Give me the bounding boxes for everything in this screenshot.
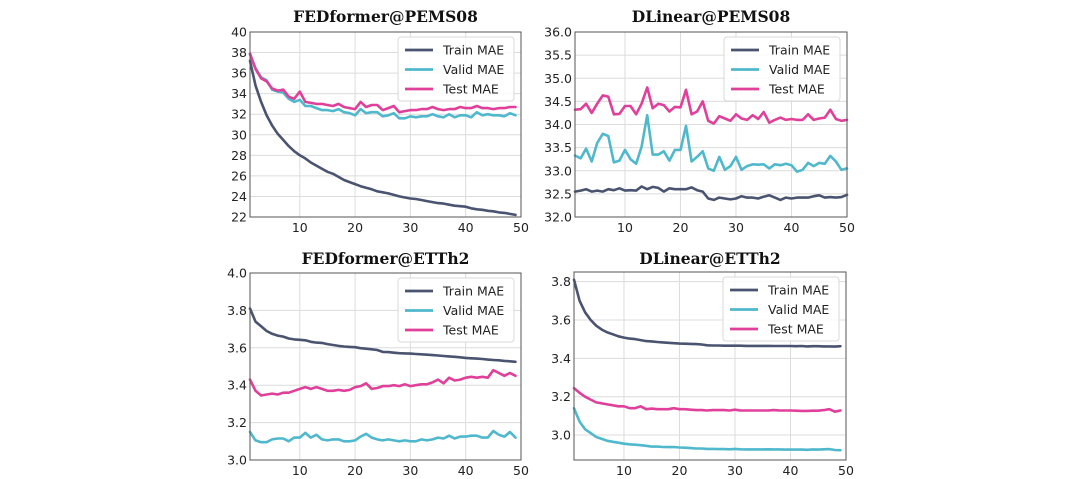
- axes-frame: [574, 31, 848, 218]
- x-tick-label: 50: [838, 463, 854, 478]
- x-tick-label: 10: [292, 220, 308, 235]
- chart-title: FEDformer@ETTh2: [302, 249, 470, 268]
- series-line-train-mae: [248, 59, 517, 217]
- axes-frame: [249, 31, 522, 218]
- legend-label: Test MAE: [442, 323, 499, 338]
- y-tick-label: 34.0: [544, 117, 572, 132]
- y-tick-label: 3.4: [227, 378, 247, 393]
- legend: Train MAE Valid MAE Test MAE: [722, 276, 840, 342]
- legend-label: Test MAE: [767, 322, 824, 337]
- series-line-valid-mae: [572, 406, 842, 452]
- y-tick-label: 4.0: [227, 266, 247, 281]
- y-tick-label: 32.0: [544, 210, 572, 225]
- y-tick-label: 3.8: [227, 303, 247, 318]
- chart-title: FEDformer@PEMS08: [293, 7, 478, 26]
- y-tick-label: 22: [231, 210, 247, 225]
- series-line-valid-mae: [248, 53, 517, 120]
- x-tick-label: 40: [784, 220, 800, 235]
- y-tick-label: 3.6: [227, 340, 247, 355]
- chart-title: DLinear@PEMS08: [632, 7, 790, 26]
- y-tick-label: 36.0: [544, 25, 572, 40]
- x-tick-label: 50: [839, 220, 855, 235]
- legend-label: Valid MAE: [443, 303, 504, 318]
- x-tick-label: 20: [347, 220, 363, 235]
- legend-box: [722, 276, 840, 342]
- y-tick-label: 24: [231, 189, 247, 204]
- series-line-test-mae: [248, 368, 517, 397]
- x-tick-label: 10: [616, 463, 632, 478]
- x-tick-label: 20: [347, 463, 363, 478]
- legend-label: Valid MAE: [769, 62, 830, 77]
- y-tick-label: 35.0: [544, 71, 572, 86]
- x-tick-label: 40: [458, 220, 474, 235]
- y-tick-label: 33.0: [544, 163, 572, 178]
- y-tick-label: 3.0: [227, 453, 247, 468]
- y-tick-label: 3.8: [551, 274, 571, 289]
- y-tick-label: 30: [231, 127, 247, 142]
- y-tick-label: 40: [231, 25, 247, 40]
- legend-box: [397, 277, 515, 343]
- y-tick-label: 32: [231, 107, 247, 122]
- y-tick-label: 3.4: [551, 351, 571, 366]
- x-tick-label: 30: [727, 463, 743, 478]
- x-tick-label: 10: [292, 463, 308, 478]
- chart-title: DLinear@ETTh2: [639, 249, 780, 268]
- series-line-test-mae: [572, 386, 842, 414]
- legend-box: [723, 36, 841, 102]
- legend-label: Valid MAE: [443, 62, 504, 77]
- legend-label: Test MAE: [768, 82, 825, 97]
- y-tick-label: 28: [231, 148, 247, 163]
- series-line-valid-mae: [248, 429, 517, 444]
- y-tick-label: 32.5: [544, 186, 572, 201]
- y-tick-label: 34: [231, 86, 247, 101]
- y-tick-label: 36: [231, 66, 247, 81]
- y-tick-label: 3.6: [551, 312, 571, 327]
- y-tick-label: 34.5: [544, 94, 572, 109]
- x-tick-label: 50: [513, 220, 529, 235]
- x-tick-label: 20: [673, 220, 689, 235]
- legend: Train MAE Valid MAE Test MAE: [397, 36, 515, 102]
- x-tick-label: 10: [617, 220, 633, 235]
- legend-label: Train MAE: [767, 283, 829, 298]
- chart-panel: 10 20 30 40 50 3.0 3.2 3.4 3.6 3.8 4.0 FEDformer@ET…: [227, 249, 529, 478]
- series-line-train-mae: [248, 307, 517, 364]
- chart-panel: 10 20 30 40 50 3.0 3.2 3.4 3.6 3.8 DLinear@ETTh2 Tr…: [551, 249, 854, 478]
- legend-label: Valid MAE: [768, 302, 829, 317]
- legend-label: Train MAE: [442, 284, 504, 299]
- legend-label: Train MAE: [442, 43, 504, 58]
- series-line-valid-mae: [573, 113, 849, 173]
- x-tick-label: 30: [728, 220, 744, 235]
- y-tick-label: 3.2: [227, 415, 247, 430]
- x-tick-label: 30: [402, 463, 418, 478]
- legend: Train MAE Valid MAE Test MAE: [397, 277, 515, 343]
- chart-panel: 10 20 30 40 50 32.0 32.5 33.0 33.5 34.0 34.5 35.0 35…: [544, 7, 855, 235]
- x-tick-label: 50: [513, 463, 529, 478]
- x-tick-label: 40: [458, 463, 474, 478]
- x-tick-label: 20: [672, 463, 688, 478]
- y-tick-label: 26: [231, 168, 247, 183]
- series-line-test-mae: [573, 86, 849, 125]
- legend-label: Test MAE: [442, 82, 499, 97]
- y-tick-label: 3.2: [551, 389, 571, 404]
- series-line-train-mae: [572, 278, 842, 348]
- chart-panel: 10 20 30 40 50 22 24 26 28 30 32 34 36 38 40 FEDformer@…: [231, 7, 529, 235]
- series-line-train-mae: [573, 185, 849, 202]
- y-tick-label: 38: [231, 45, 247, 60]
- legend-label: Train MAE: [768, 43, 830, 58]
- y-tick-label: 33.5: [544, 140, 572, 155]
- x-tick-label: 40: [783, 463, 799, 478]
- legend: Train MAE Valid MAE Test MAE: [723, 36, 841, 102]
- series-line-test-mae: [248, 52, 517, 114]
- axes-frame: [249, 272, 522, 461]
- y-tick-label: 3.0: [551, 428, 571, 443]
- y-tick-label: 35.5: [544, 48, 572, 63]
- x-tick-label: 30: [402, 220, 418, 235]
- legend-box: [397, 36, 515, 102]
- axes-frame: [573, 271, 847, 461]
